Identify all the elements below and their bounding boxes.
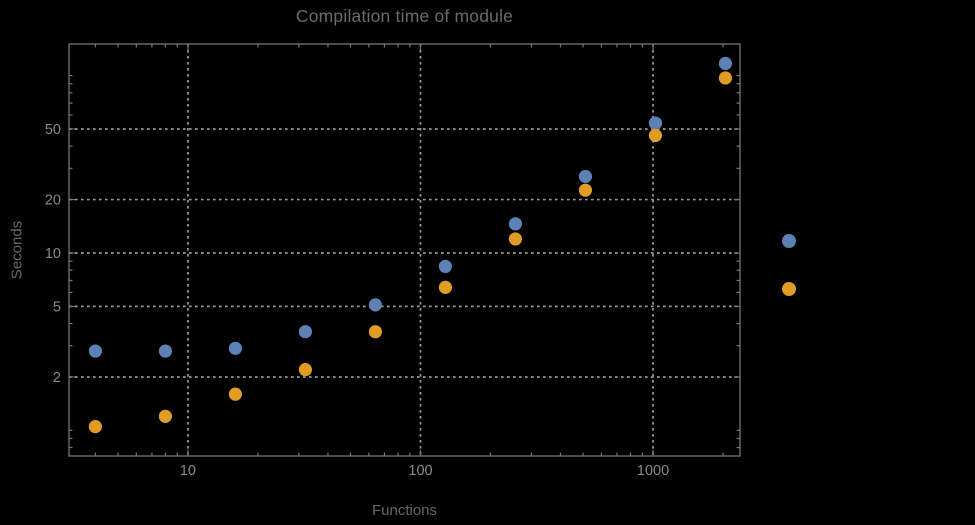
- data-point: [228, 341, 243, 355]
- gridlines: [69, 44, 740, 456]
- data-point: [508, 217, 523, 231]
- data-point: [158, 344, 172, 358]
- data-point: [648, 128, 663, 143]
- x-tick-label: 10: [180, 463, 196, 479]
- data-point: [368, 298, 383, 312]
- data-point: [438, 280, 453, 294]
- data-series-blue-points: [88, 56, 733, 358]
- x-axis-label: Functions: [371, 502, 438, 519]
- data-point: [578, 183, 593, 197]
- data-point: [88, 420, 102, 434]
- data-point: [718, 56, 733, 71]
- data-point: [578, 169, 593, 184]
- y-tick-label: 2: [53, 370, 61, 386]
- data-point: [298, 325, 313, 339]
- data-point: [648, 116, 663, 130]
- data-point: [368, 325, 383, 339]
- data-point: [718, 71, 733, 85]
- legend: [782, 234, 796, 296]
- y-tick-labels: 2 5 10 20 50: [45, 122, 61, 386]
- data-point: [508, 232, 523, 246]
- chart-title: Compilation time of module: [295, 6, 514, 26]
- y-tick-label: 5: [53, 299, 61, 315]
- data-series-orange-points: [88, 71, 733, 434]
- data-point: [228, 387, 243, 401]
- y-tick-label: 50: [45, 122, 61, 138]
- x-tick-labels: 10 100 1000: [180, 463, 669, 479]
- x-tick-label: 100: [408, 463, 432, 479]
- y-tick-label: 20: [45, 193, 61, 209]
- legend-marker: [782, 234, 796, 248]
- data-point: [88, 344, 102, 358]
- axis-ticks: [69, 44, 740, 456]
- data-point: [298, 363, 313, 377]
- plot-frame: [68, 43, 741, 457]
- data-point: [438, 259, 453, 274]
- legend-marker: [782, 282, 796, 296]
- data-point: [158, 409, 172, 423]
- x-tick-label: 1000: [637, 463, 669, 479]
- y-tick-label: 10: [45, 246, 61, 262]
- y-axis-label: Seconds: [8, 220, 26, 280]
